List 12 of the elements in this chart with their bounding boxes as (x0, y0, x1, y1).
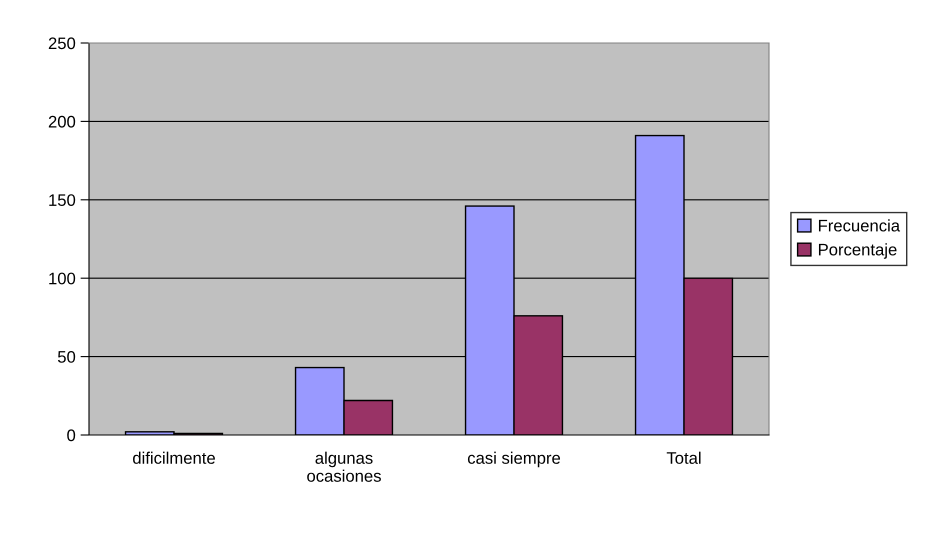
legend-label: Porcentaje (818, 243, 897, 259)
y-tick-label: 200 (48, 116, 76, 128)
y-tick-label: 100 (49, 272, 76, 284)
x-tick-label: algunas ocasiones (307, 452, 381, 482)
x-tick-label: dificilmente (133, 452, 215, 464)
x-tick-label: casi siempre (468, 452, 560, 468)
y-tick-label: 50 (58, 351, 76, 363)
x-tick-label: Total (666, 452, 700, 464)
legend-label: Frecuencia (818, 219, 900, 232)
y-tick-label: 0 (67, 429, 76, 442)
y-tick-label: 250 (48, 37, 76, 50)
y-tick-label: 150 (49, 194, 76, 206)
